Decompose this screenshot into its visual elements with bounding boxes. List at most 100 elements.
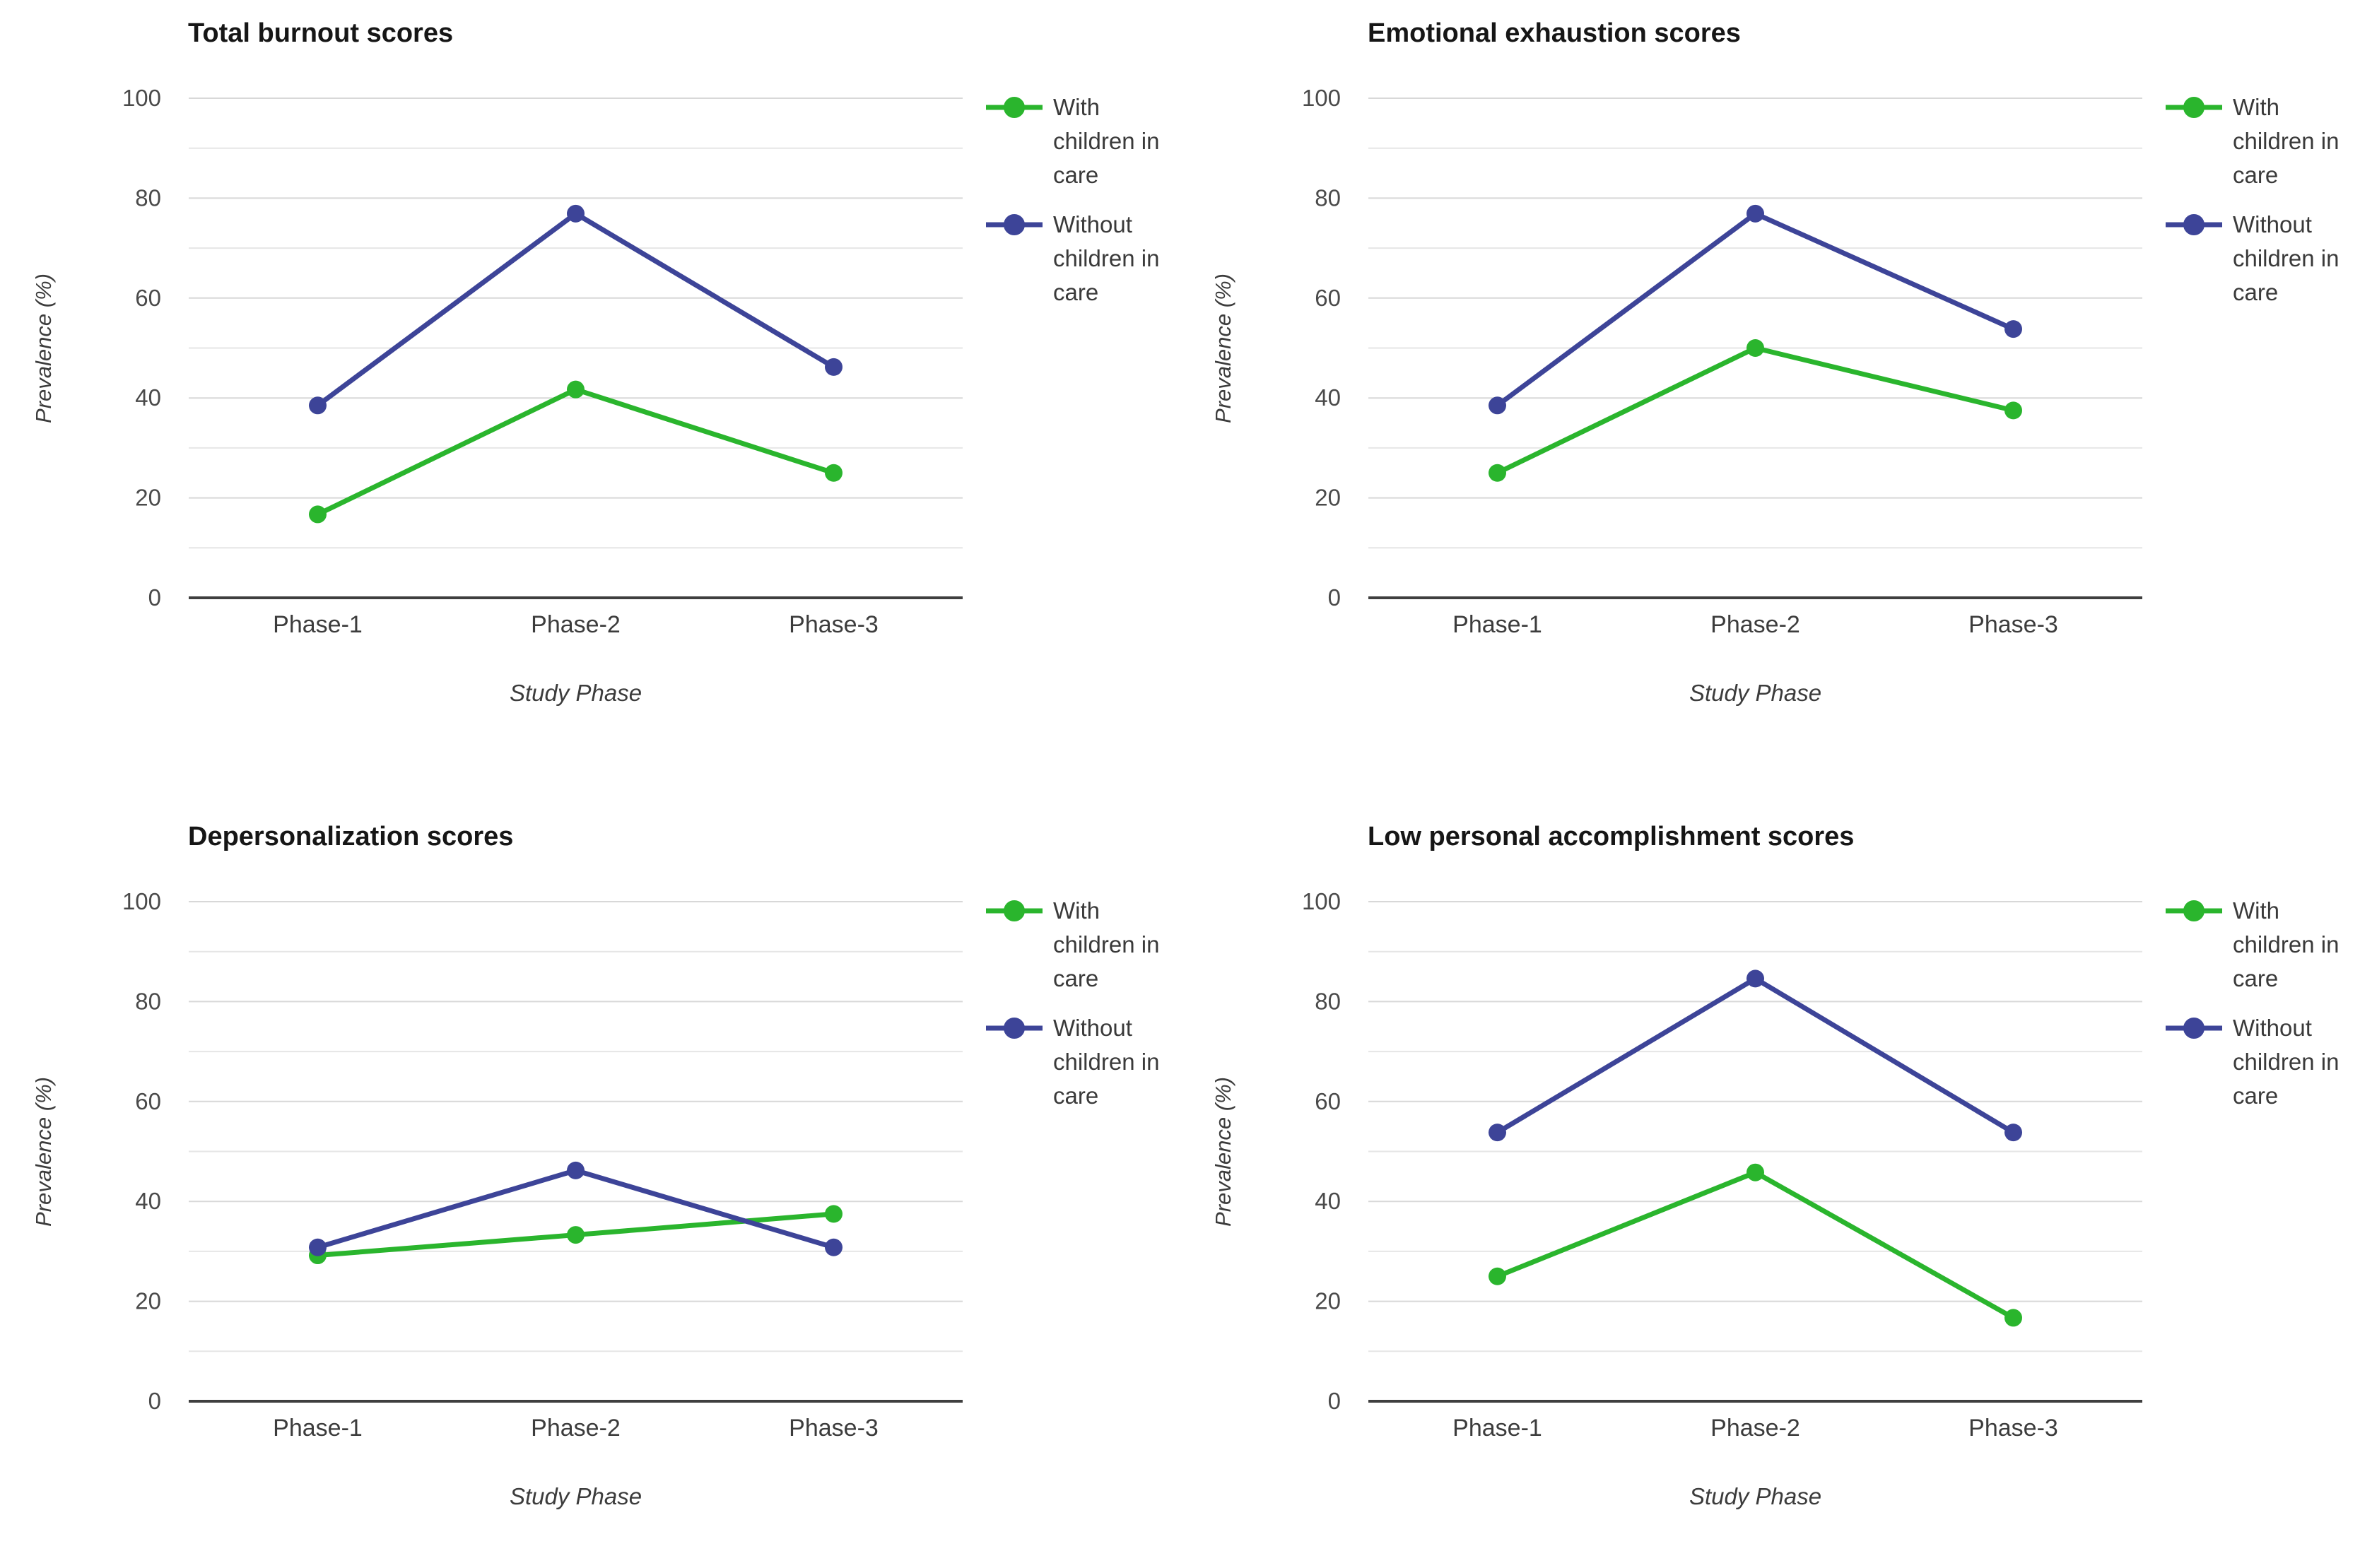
data-point-with_children: [825, 1205, 843, 1223]
data-point-without_children: [567, 1161, 585, 1179]
chart-panel-low-personal-accomplishment: Low personal accomplishment scores Preva…: [1180, 765, 2360, 1529]
plot-area: 0 20 40 60 80 100 Phase-1 Phase-2 Phase-3: [1302, 85, 2142, 638]
data-point-with_children: [1489, 1267, 1506, 1285]
x-axis-title: Study Phase: [509, 1483, 642, 1509]
y-axis-title: Prevalence (%): [31, 273, 56, 423]
y-tick-label: 40: [1315, 384, 1341, 411]
y-tick-label: 60: [135, 285, 161, 311]
y-tick-label: 40: [1315, 1188, 1341, 1214]
series-marker-with-children-icon: [986, 900, 1043, 921]
y-tick-label: 60: [1315, 285, 1341, 311]
x-tick-label: Phase-2: [1710, 611, 1800, 638]
data-point-without_children: [2004, 320, 2022, 338]
legend: With children in care Without children i…: [2164, 90, 2360, 310]
data-point-without_children: [1746, 204, 1764, 223]
series-marker-without-children-icon: [2166, 1018, 2222, 1039]
data-point-without_children: [2004, 1124, 2022, 1142]
y-tick-label: 100: [1302, 85, 1341, 111]
x-tick-label: Phase-1: [273, 611, 363, 638]
y-tick-label: 80: [135, 988, 161, 1014]
data-point-with_children: [2004, 401, 2022, 420]
x-tick-label: Phase-3: [1968, 611, 2058, 638]
series-line-without_children: [315, 211, 836, 408]
legend-item-with-children: With children in care: [984, 90, 1180, 192]
legend: With children in care Without children i…: [984, 90, 1180, 310]
y-axis-title: Prevalence (%): [31, 1077, 56, 1227]
legend-label: Without children in care: [2233, 211, 2340, 305]
legend-label: With children in care: [2233, 94, 2340, 188]
chart-title: Total burnout scores: [188, 18, 454, 48]
x-tick-label: Phase-3: [1968, 1415, 2058, 1442]
legend-label: Without children in care: [2233, 1015, 2340, 1109]
legend-item-with-children: With children in care: [984, 894, 1180, 996]
chart-block: Emotional exhaustion scores Prevalence (…: [1180, 0, 2360, 765]
legend-item-without-children: Without children in care: [2164, 208, 2360, 310]
data-point-with_children: [1746, 1163, 1764, 1181]
series-marker-without-children-icon: [986, 1018, 1043, 1039]
series-line-with_children: [315, 387, 836, 517]
chart-block: Depersonalization scores Prevalence (%) …: [0, 803, 1180, 1568]
y-tick-label: 0: [1328, 1388, 1341, 1414]
legend-item-without-children: Without children in care: [984, 1011, 1180, 1113]
legend-item-with-children: With children in care: [2164, 894, 2360, 996]
y-tick-label: 20: [135, 1288, 161, 1314]
x-tick-label: Phase-2: [531, 611, 621, 638]
series-line-with_children: [1495, 1169, 2016, 1321]
legend-item-without-children: Without children in care: [2164, 1011, 2360, 1113]
x-tick-label: Phase-1: [1452, 1415, 1542, 1442]
y-tick-label: 40: [135, 384, 161, 411]
legend: With children in care Without children i…: [2164, 894, 2360, 1113]
data-point-without_children: [309, 1238, 327, 1256]
chart-block: Low personal accomplishment scores Preva…: [1180, 803, 2360, 1568]
y-tick-label: 100: [122, 85, 161, 111]
series-marker-without-children-icon: [986, 214, 1043, 235]
series-marker-without-children-icon: [2166, 214, 2222, 235]
data-point-without_children: [1746, 969, 1764, 988]
data-point-with_children: [567, 380, 585, 399]
series-marker-with-children-icon: [2166, 900, 2222, 921]
series-line-without_children: [1495, 211, 2016, 408]
y-axis-title: Prevalence (%): [1211, 1077, 1235, 1227]
x-axis-title: Study Phase: [1689, 1483, 1822, 1509]
data-point-without_children: [1489, 1124, 1506, 1142]
y-tick-label: 40: [135, 1188, 161, 1214]
legend-label: Without children in care: [1053, 1015, 1160, 1109]
data-point-with_children: [1746, 339, 1764, 357]
y-tick-label: 80: [1315, 988, 1341, 1014]
y-tick-label: 20: [1315, 485, 1341, 511]
data-point-without_children: [825, 358, 843, 376]
data-point-without_children: [309, 396, 327, 415]
chart-panel-total-burnout: Total burnout scores Prevalence (%) 0 20 4…: [0, 0, 1180, 765]
legend-item-without-children: Without children in care: [984, 208, 1180, 310]
charts-grid: Total burnout scores Prevalence (%) 0 20 4…: [0, 0, 2360, 1529]
data-point-with_children: [2004, 1309, 2022, 1327]
chart-panel-depersonalization: Depersonalization scores Prevalence (%) …: [0, 765, 1180, 1529]
legend-item-with-children: With children in care: [2164, 90, 2360, 192]
data-point-without_children: [825, 1238, 843, 1256]
plot-area: 0 20 40 60 80 100 Phase-1 Phase-2 Phase-3: [122, 888, 963, 1442]
data-point-without_children: [1489, 396, 1506, 415]
chart-title: Emotional exhaustion scores: [1368, 18, 1741, 48]
chart-block: Total burnout scores Prevalence (%) 0 20 4…: [0, 0, 1180, 765]
y-tick-label: 60: [135, 1088, 161, 1114]
y-tick-label: 0: [148, 1388, 161, 1414]
y-tick-label: 0: [1328, 584, 1341, 611]
chart-panel-emotional-exhaustion: Emotional exhaustion scores Prevalence (…: [1180, 0, 2360, 765]
y-tick-label: 0: [148, 584, 161, 611]
x-axis-title: Study Phase: [509, 680, 642, 706]
x-tick-label: Phase-1: [273, 1415, 363, 1442]
x-tick-label: Phase-2: [531, 1415, 621, 1442]
plot-area: 0 20 40 60 80 100 Phase-1 Phase-2 Phase-3: [122, 85, 963, 638]
series-line-with_children: [1495, 346, 2016, 476]
x-tick-label: Phase-2: [1710, 1415, 1800, 1442]
y-tick-label: 100: [122, 888, 161, 914]
y-tick-label: 100: [1302, 888, 1341, 914]
x-tick-label: Phase-3: [789, 611, 879, 638]
y-tick-label: 80: [135, 184, 161, 211]
y-tick-label: 20: [1315, 1288, 1341, 1314]
y-tick-label: 80: [1315, 184, 1341, 211]
chart-title: Depersonalization scores: [188, 822, 514, 851]
y-tick-label: 60: [1315, 1088, 1341, 1114]
series-marker-with-children-icon: [2166, 97, 2222, 118]
data-point-with_children: [567, 1226, 585, 1244]
